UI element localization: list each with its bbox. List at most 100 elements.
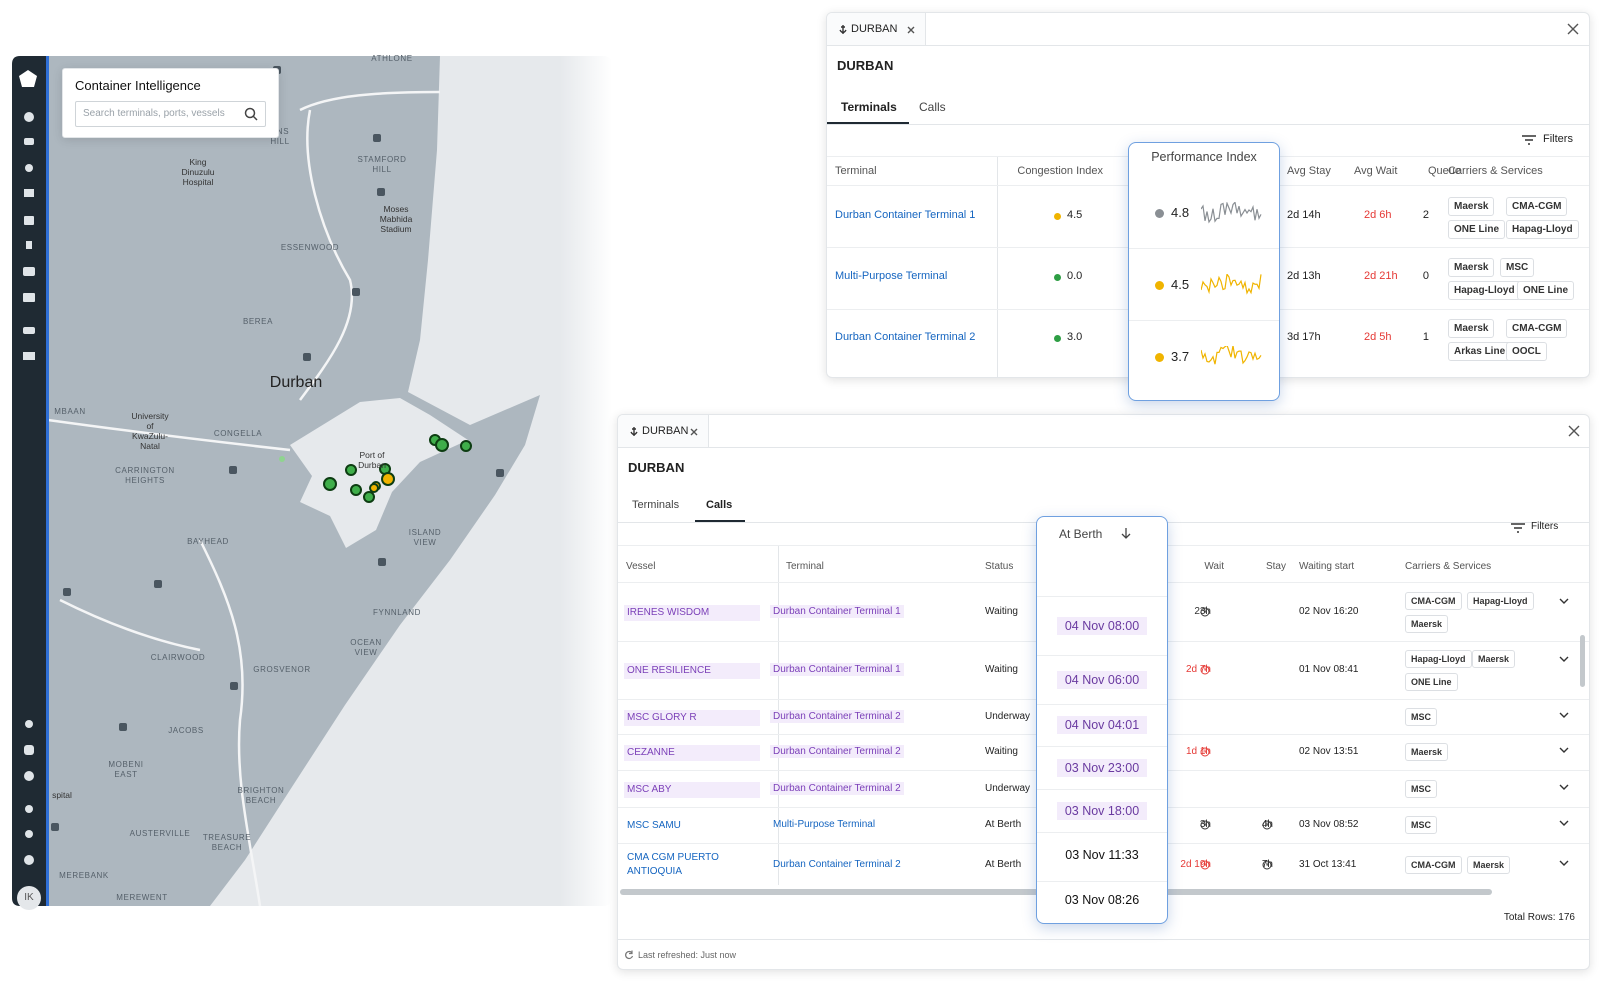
column-header: Avg Stay — [1287, 165, 1331, 177]
location-tab[interactable]: DURBAN — [618, 415, 709, 448]
terminal-link[interactable]: Durban Container Terminal 1 — [835, 209, 976, 221]
carrier-chip[interactable]: ONE Line — [1448, 220, 1506, 239]
filter-icon[interactable] — [1521, 134, 1537, 146]
terminal-link[interactable]: Durban Container Terminal 2 — [835, 331, 976, 343]
expand-chevron[interactable] — [1559, 860, 1569, 867]
tab[interactable]: Calls — [919, 100, 946, 114]
sidebar-icons[interactable] — [23, 112, 35, 865]
column-header: Carriers & Services — [1405, 561, 1492, 572]
close-button[interactable] — [1568, 425, 1580, 437]
vessel-link[interactable]: MSC SAMU — [627, 820, 681, 831]
panel-title: DURBAN — [837, 58, 894, 73]
filters-button[interactable]: Filters — [1543, 133, 1573, 145]
expand-chevron[interactable] — [1559, 656, 1569, 663]
carrier-chip[interactable]: Hapag-Lloyd — [1405, 650, 1472, 668]
total-rows: Total Rows: 176 — [1503, 912, 1575, 923]
search-icon[interactable] — [244, 107, 258, 121]
expand-chevron[interactable] — [1559, 747, 1569, 754]
carrier-chip[interactable]: CMA-CGM — [1405, 591, 1462, 610]
carrier-chip[interactable]: Arkas Line — [1448, 342, 1512, 361]
carrier-chip[interactable]: MSC — [1405, 707, 1437, 726]
tab[interactable]: Calls — [706, 499, 733, 511]
map-label: BEREA — [242, 317, 274, 326]
terminal-link[interactable]: Multi-Purpose Terminal — [773, 819, 876, 830]
carrier-chip[interactable]: Maersk — [1448, 197, 1495, 216]
avatar-circle[interactable] — [17, 886, 41, 910]
vessel-link[interactable]: CEZANNE — [624, 745, 760, 761]
performance-dot — [1155, 353, 1164, 362]
carrier-chip[interactable]: Hapag-Lloyd — [1506, 220, 1579, 239]
map-label: STAMFORD HILL — [357, 155, 407, 174]
carrier-chip[interactable]: Maersk — [1448, 258, 1495, 277]
close-button[interactable] — [907, 26, 915, 34]
carrier-chip[interactable]: Maersk — [1467, 855, 1511, 874]
clock-icon — [1200, 747, 1210, 757]
carrier-chip[interactable]: ONE Line — [1517, 281, 1575, 300]
logo — [19, 70, 37, 87]
expand-chevron[interactable] — [1559, 820, 1569, 827]
carrier-chip[interactable]: CMA-CGM — [1506, 197, 1568, 216]
map-label: CARRINGTON HEIGHTS — [115, 466, 175, 485]
terminal-link[interactable]: Durban Container Terminal 1 — [770, 604, 904, 618]
vessel-link[interactable]: MSC ABY — [624, 781, 760, 798]
refresh-icon[interactable] — [624, 950, 634, 960]
location-tab[interactable]: DURBAN — [827, 13, 926, 46]
panel-title: DURBAN — [628, 460, 685, 475]
carrier-chip[interactable]: MSC — [1405, 816, 1437, 834]
terminal-link[interactable]: Multi-Purpose Terminal — [835, 270, 948, 282]
carrier-chip[interactable]: CMA-CGM — [1405, 855, 1462, 874]
column-header: Stay — [1265, 561, 1286, 572]
carrier-chip[interactable]: CMA-CGM — [1506, 319, 1568, 338]
terminal-link[interactable]: Durban Container Terminal 2 — [773, 858, 901, 870]
terminal-link[interactable]: Durban Container Terminal 2 — [770, 745, 904, 758]
at-berth: 04 Nov 04:01 — [1057, 716, 1147, 734]
close-button[interactable] — [690, 428, 698, 436]
congestion-index: 0.0 — [1067, 270, 1083, 282]
terminal-link[interactable]: Durban Container Terminal 2 — [770, 709, 904, 723]
vessel-link[interactable]: ONE RESILIENCE — [624, 663, 760, 679]
vessel-link[interactable]: CMA CGM PUERTO ANTIOQUIA — [627, 851, 719, 877]
tab[interactable]: Terminals — [632, 499, 680, 511]
terminal-link[interactable]: Durban Container Terminal 1 — [770, 663, 904, 676]
carrier-chip[interactable]: Maersk — [1472, 650, 1516, 668]
carrier-chip[interactable]: OOCL — [1506, 342, 1547, 361]
app-title: Container Intelligence — [75, 78, 201, 93]
sparkline — [1201, 346, 1262, 365]
map-label: MEREWENT — [116, 893, 168, 902]
vessel-link[interactable]: MSC GLORY R — [624, 709, 760, 726]
search-box[interactable]: Search terminals, ports, vessels — [75, 101, 266, 127]
vessel-link[interactable]: IRENES WISDOM — [624, 604, 760, 621]
expand-chevron[interactable] — [1559, 712, 1569, 719]
column-header: Wait — [1204, 561, 1224, 572]
vertical-scrollbar[interactable] — [1580, 635, 1585, 687]
carrier-chip[interactable]: Maersk — [1405, 614, 1449, 633]
port-markers[interactable] — [323, 434, 472, 503]
tab[interactable]: Terminals — [841, 100, 897, 114]
expand-chevron[interactable] — [1559, 598, 1569, 605]
avatar[interactable]: IK — [24, 892, 34, 903]
carrier-chip[interactable]: ONE Line — [1405, 673, 1458, 691]
carrier-chip[interactable]: Maersk — [1405, 743, 1449, 761]
map-label: BAYHEAD — [187, 537, 229, 546]
carrier-chip[interactable]: Hapag-Lloyd — [1467, 591, 1534, 610]
status: Waiting — [985, 605, 1018, 617]
queue: 2 — [1422, 209, 1429, 221]
land — [48, 56, 540, 906]
row-divider — [1129, 320, 1279, 321]
sort-arrow[interactable] — [1121, 527, 1131, 539]
search-card: Container Intelligence Search terminals,… — [62, 68, 279, 138]
port-marker-small[interactable] — [279, 456, 285, 462]
terminal-link[interactable]: Durban Container Terminal 2 — [770, 781, 904, 795]
filters-button[interactable]: Filters — [1531, 521, 1559, 532]
at-berth-card: At Berth 04 Nov 08:00 04 Nov 06:00 04 Nov 0… — [1036, 516, 1168, 924]
column-header: Performance Index — [1151, 150, 1257, 164]
filter-icon[interactable] — [1510, 522, 1526, 534]
carrier-chip[interactable]: Maersk — [1448, 319, 1495, 338]
close-button[interactable] — [1567, 23, 1579, 35]
carrier-chip[interactable]: MSC — [1405, 779, 1437, 798]
expand-chevron[interactable] — [1559, 784, 1569, 791]
map-label: ATHLONE — [371, 54, 413, 63]
carrier-chip[interactable]: Hapag-Lloyd — [1448, 281, 1521, 300]
tab-label: DURBAN — [642, 425, 689, 437]
carrier-chip[interactable]: MSC — [1500, 258, 1535, 277]
